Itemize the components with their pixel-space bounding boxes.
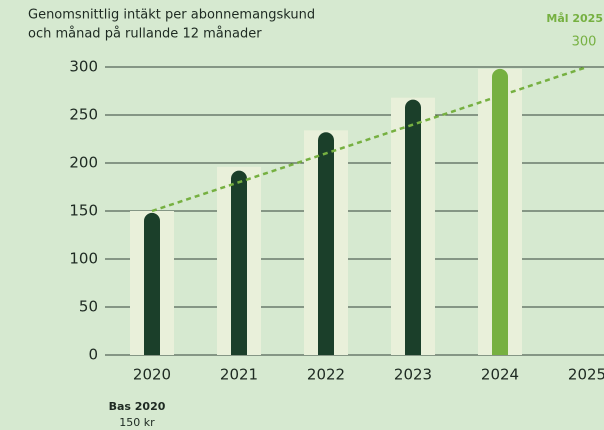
annotation-title: Mål 2025 (546, 12, 603, 25)
bar (492, 68, 508, 356)
x-tick-label: 2020 (133, 366, 171, 384)
annotation-label: 300 (572, 35, 597, 50)
bar (318, 132, 334, 355)
y-tick-label: 250 (69, 106, 98, 124)
y-tick-label: 200 (69, 154, 98, 172)
bar (405, 99, 421, 355)
y-tick-label: 100 (69, 250, 98, 268)
chart-title: Genomsnittlig intäkt per abonnemangskund (28, 8, 315, 23)
annotation-title: Bas 2020 (109, 400, 166, 413)
x-tick-label: 2023 (394, 366, 432, 384)
bar (231, 170, 247, 355)
y-tick-label: 0 (88, 346, 98, 364)
chart-title: och månad på rullande 12 månader (28, 27, 262, 42)
y-tick-label: 50 (79, 298, 98, 316)
x-tick-label: 2024 (481, 366, 519, 384)
y-tick-label: 300 (69, 58, 98, 76)
x-tick-label: 2022 (307, 366, 345, 384)
annotation-label: 150 kr (119, 416, 155, 429)
y-tick-label: 150 (69, 202, 98, 220)
x-tick-label: 2021 (220, 366, 258, 384)
target-line (151, 65, 588, 213)
x-tick-label: 2025 (568, 366, 604, 384)
bar (144, 212, 160, 355)
